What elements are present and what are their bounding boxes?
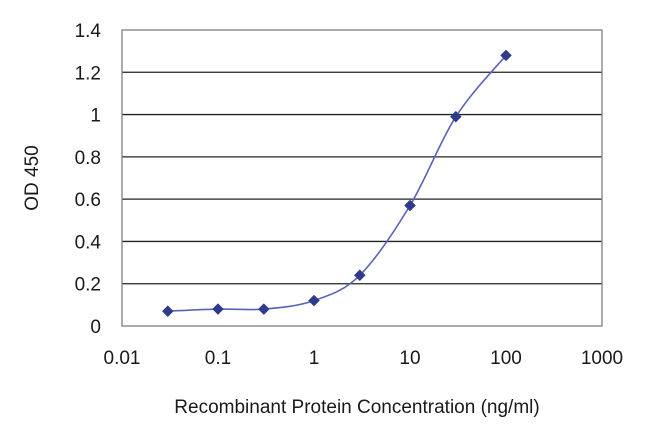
x-tick-label: 100 (490, 348, 522, 369)
data-point (308, 294, 320, 307)
data-point (212, 303, 224, 315)
y-tick-label: 0 (90, 317, 101, 338)
data-point (161, 305, 174, 318)
y-tick-label: 1 (90, 106, 101, 127)
y-tick-label: 0.2 (75, 275, 101, 296)
data-point (404, 199, 416, 212)
x-axis-ticks: 0.01 0.1 1 10 100 1000 (104, 348, 624, 369)
x-axis-label: Recombinant Protein Concentration (ng/ml… (174, 397, 539, 418)
grid-lines (122, 71, 602, 285)
data-points (161, 49, 512, 318)
x-tick-label: 10 (399, 348, 420, 369)
x-tick-label: 1 (309, 348, 320, 369)
data-point (449, 110, 462, 123)
data-point (257, 303, 270, 315)
y-tick-label: 0.4 (75, 232, 102, 253)
y-axis-label: OD 450 (22, 145, 43, 210)
plot-area-frame (121, 29, 603, 327)
x-tick-label: 0.01 (104, 348, 141, 369)
y-tick-label: 1.4 (75, 21, 102, 42)
data-point (500, 49, 512, 62)
y-tick-label: 0.8 (75, 148, 101, 169)
y-tick-label: 1.2 (75, 63, 101, 84)
x-tick-label: 0.1 (205, 348, 231, 369)
x-tick-label: 1000 (581, 348, 623, 369)
series-line (167, 54, 507, 312)
y-tick-label: 0.6 (75, 190, 101, 211)
fitted-curve-layer (167, 54, 507, 312)
y-axis-ticks: 0 0.2 0.4 0.6 0.8 1 1.2 1.4 (75, 21, 102, 338)
data-point (353, 269, 366, 282)
